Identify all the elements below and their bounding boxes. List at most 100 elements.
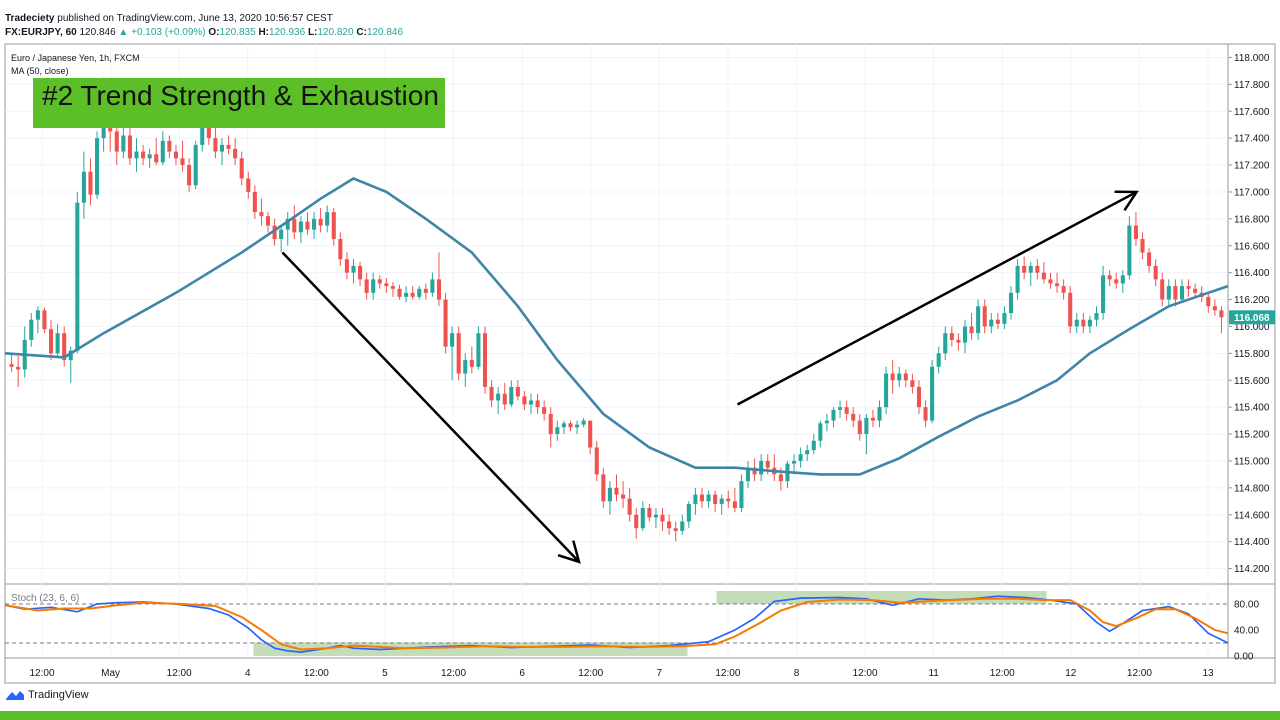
candle-body — [1140, 239, 1145, 253]
candle-body — [976, 306, 981, 334]
candle — [877, 400, 882, 428]
candle-body — [903, 373, 908, 381]
candle — [962, 319, 968, 354]
candle — [167, 135, 172, 159]
candle-body — [167, 140, 172, 152]
candle — [1028, 261, 1033, 287]
candle — [285, 212, 290, 246]
candle-body — [726, 498, 731, 502]
candle-body — [542, 407, 547, 414]
candle-body — [916, 386, 922, 408]
price-tick-label: 114.400 — [1234, 537, 1270, 548]
candle — [364, 272, 369, 300]
candle-body — [949, 333, 954, 340]
time-tick-label: 12:00 — [441, 668, 466, 679]
price-change: +0.103 (+0.09%) — [131, 27, 206, 38]
candle — [502, 382, 507, 410]
arrow-shaft — [281, 251, 580, 563]
time-axis[interactable]: 12:00 May 12:00 4 12:00 5 12:00 6 12:00 7 12:00 8 12… — [29, 668, 1214, 679]
open-label: O: — [208, 27, 220, 38]
tradingview-logo[interactable]: TradingView — [5, 689, 89, 701]
candle — [1179, 279, 1185, 303]
candle — [193, 140, 198, 190]
candle-body — [982, 306, 987, 327]
price-tick-label: 115.600 — [1234, 376, 1270, 387]
candle-body — [259, 212, 264, 217]
candle — [279, 225, 284, 253]
candle — [601, 467, 606, 509]
candle-body — [897, 373, 902, 381]
candle-body — [1087, 319, 1092, 327]
candle-body — [325, 212, 330, 226]
candle — [686, 501, 691, 529]
candle-body — [877, 407, 882, 421]
candle — [831, 407, 836, 428]
candle-body — [29, 319, 34, 340]
candle-body — [1212, 306, 1217, 311]
candle-body — [88, 171, 93, 195]
candle-body — [180, 158, 185, 166]
arrow-shaft — [736, 190, 1138, 406]
candle-body — [739, 481, 744, 509]
candle — [535, 393, 540, 414]
candle — [995, 313, 1000, 330]
stoch-axis[interactable]: 80.00 40.00 0.00 — [1234, 600, 1259, 663]
candle-body — [515, 386, 520, 397]
candle-body — [285, 218, 290, 230]
candle-body — [1035, 265, 1040, 273]
candle — [390, 282, 395, 297]
candle — [358, 261, 363, 287]
candle — [1186, 279, 1191, 297]
candle-body — [653, 514, 658, 518]
candle — [568, 420, 573, 432]
candle-body — [791, 460, 797, 464]
candle-body — [627, 498, 632, 515]
candle-body — [318, 218, 323, 226]
candle-body — [1120, 275, 1125, 284]
candle — [884, 366, 889, 414]
candles-layer[interactable] — [9, 77, 1224, 542]
candle — [1008, 286, 1014, 320]
candle — [581, 417, 586, 428]
candle-body — [601, 474, 606, 502]
candle — [976, 299, 981, 340]
candle-body — [1206, 296, 1211, 307]
candle-body — [213, 138, 218, 152]
candle-body — [1022, 265, 1027, 273]
candle — [160, 131, 165, 166]
candle-body — [1173, 286, 1178, 300]
candle — [923, 400, 928, 428]
candle — [818, 420, 823, 448]
low-label: L: — [307, 27, 318, 38]
time-tick-label: 12:00 — [578, 668, 603, 679]
candle-body — [969, 326, 974, 334]
candle — [857, 413, 862, 441]
tradingview-text: TradingView — [28, 689, 89, 701]
candle — [693, 487, 698, 515]
price-tick-label: 115.400 — [1234, 403, 1270, 414]
candle — [943, 326, 948, 361]
candle-body — [114, 131, 119, 152]
price-tick-label: 117.800 — [1234, 80, 1270, 91]
candle — [259, 198, 264, 226]
candle — [647, 503, 652, 522]
candle — [127, 127, 132, 166]
candle — [1068, 286, 1073, 334]
candle-body — [640, 508, 645, 529]
time-tick-label: 12 — [1065, 668, 1077, 679]
candle — [62, 326, 67, 367]
candle — [844, 400, 849, 421]
price-axis[interactable]: 118.000 117.800 117.600 117.400 117.200 117.0… — [1228, 53, 1270, 575]
candle-body — [35, 310, 40, 320]
candle — [555, 420, 560, 441]
candle — [713, 490, 718, 513]
candle — [377, 275, 382, 289]
time-tick-label: 12:00 — [990, 668, 1015, 679]
close-value: 120.846 — [366, 27, 404, 38]
candle-body — [956, 339, 961, 343]
time-tick-label: 12:00 — [715, 668, 740, 679]
candle — [1147, 248, 1152, 273]
candle-body — [1101, 275, 1106, 313]
candle-body — [1114, 279, 1119, 284]
candle — [1140, 232, 1145, 260]
